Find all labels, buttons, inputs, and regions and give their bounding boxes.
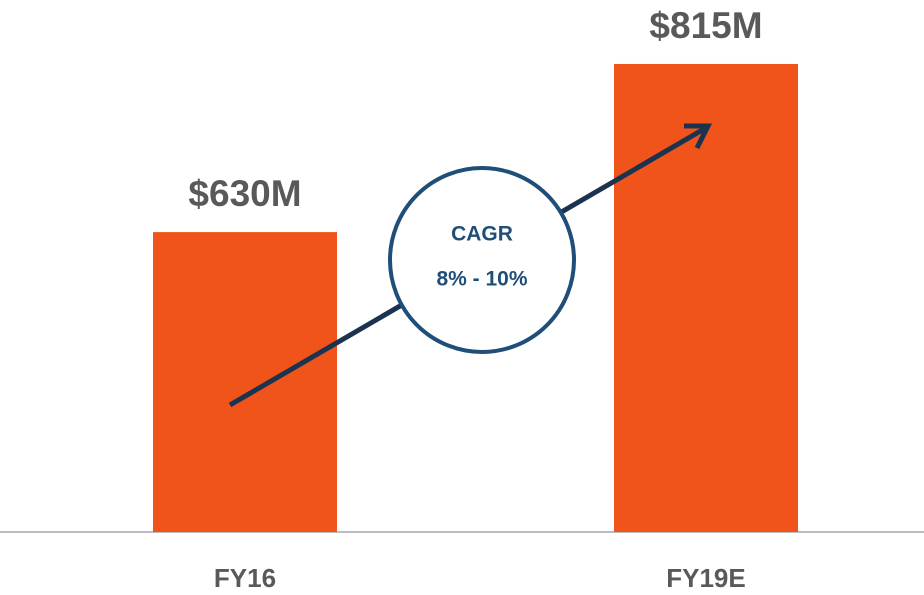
bar [153,232,337,532]
value-label: $630M [188,173,301,214]
x-tick-label: FY16 [214,563,276,593]
cagr-label: CAGR [451,223,513,246]
bar [614,63,798,533]
arrow-head [684,123,713,150]
value-label: $815M [649,5,762,46]
bars [153,63,798,533]
cagr-range: 8% - 10% [436,268,527,291]
cagr-circle [388,166,576,354]
x-tick-label: FY19E [666,563,746,593]
